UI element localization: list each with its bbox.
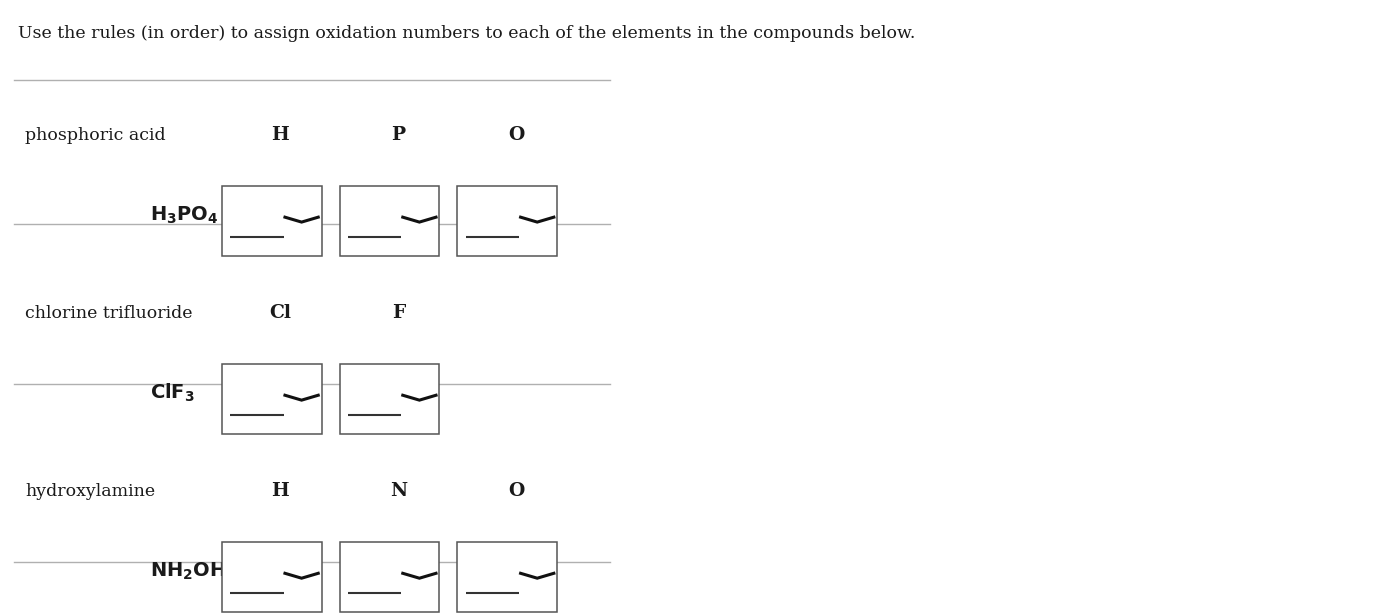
FancyBboxPatch shape	[340, 363, 439, 435]
FancyBboxPatch shape	[340, 185, 439, 256]
Text: $\mathbf{NH_2OH}$: $\mathbf{NH_2OH}$	[150, 561, 226, 581]
Text: F: F	[392, 304, 405, 322]
Text: O: O	[507, 126, 524, 144]
Text: Cl: Cl	[269, 304, 291, 322]
FancyBboxPatch shape	[222, 185, 322, 256]
Text: H: H	[272, 482, 290, 500]
Text: phosphoric acid: phosphoric acid	[25, 126, 165, 144]
Text: H: H	[272, 126, 290, 144]
FancyBboxPatch shape	[457, 185, 557, 256]
Text: $\mathbf{ClF_3}$: $\mathbf{ClF_3}$	[150, 382, 194, 404]
Text: hydroxylamine: hydroxylamine	[25, 483, 155, 500]
FancyBboxPatch shape	[222, 363, 322, 435]
Text: chlorine trifluoride: chlorine trifluoride	[25, 305, 193, 322]
FancyBboxPatch shape	[340, 542, 439, 612]
Text: N: N	[389, 482, 407, 500]
FancyBboxPatch shape	[457, 542, 557, 612]
Text: O: O	[507, 482, 524, 500]
FancyBboxPatch shape	[222, 542, 322, 612]
Text: $\mathbf{H_3PO_4}$: $\mathbf{H_3PO_4}$	[150, 204, 218, 225]
Text: Use the rules (in order) to assign oxidation numbers to each of the elements in : Use the rules (in order) to assign oxida…	[18, 25, 915, 42]
Text: P: P	[391, 126, 405, 144]
